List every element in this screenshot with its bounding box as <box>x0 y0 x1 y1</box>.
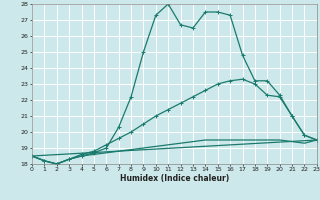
X-axis label: Humidex (Indice chaleur): Humidex (Indice chaleur) <box>120 174 229 183</box>
